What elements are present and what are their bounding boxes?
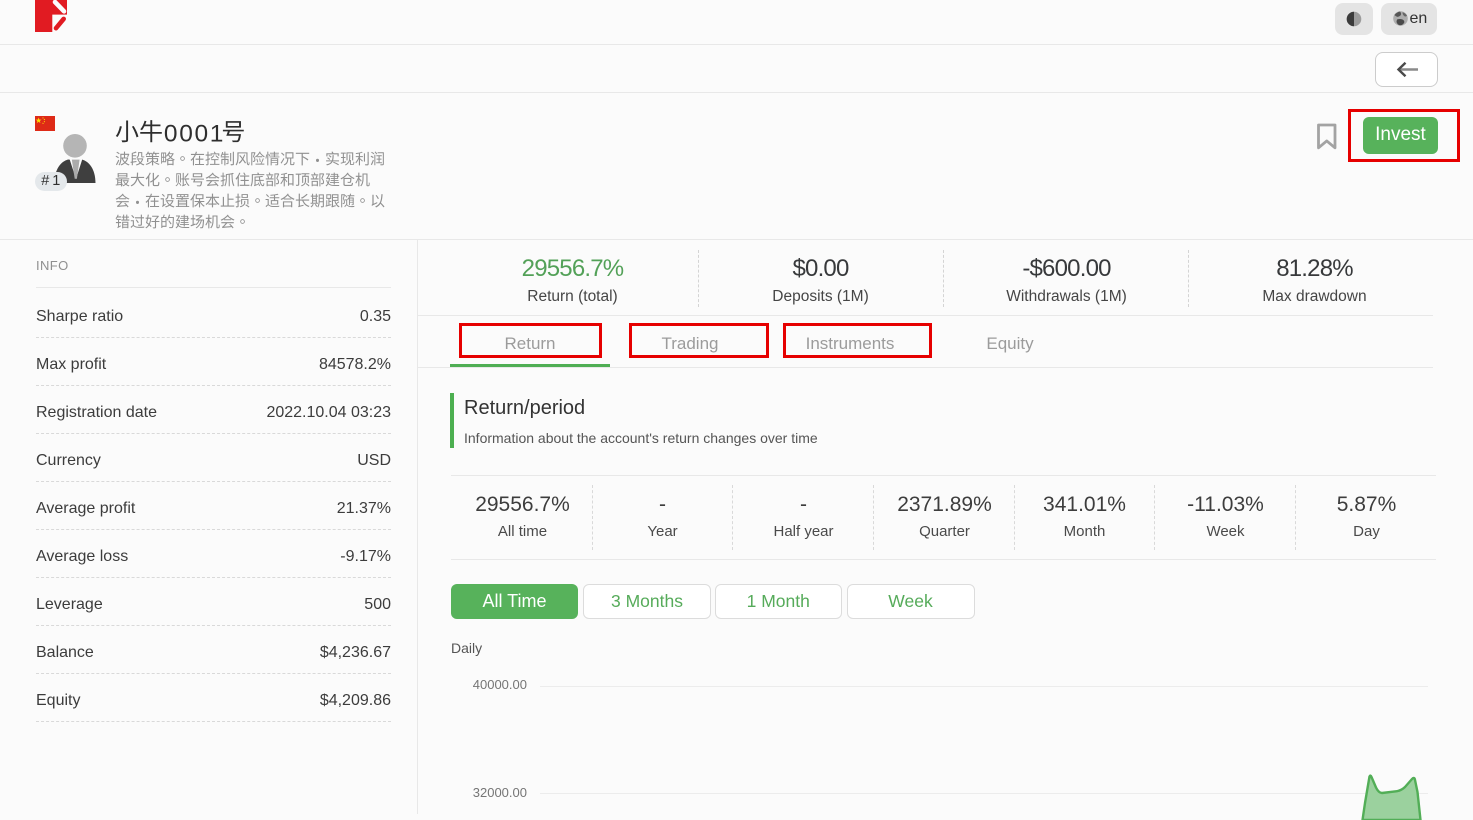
svg-text:0: 0 <box>179 121 193 148</box>
svg-text:1: 1 <box>210 121 224 148</box>
svg-text:0: 0 <box>164 121 178 148</box>
svg-text:0: 0 <box>195 121 209 148</box>
